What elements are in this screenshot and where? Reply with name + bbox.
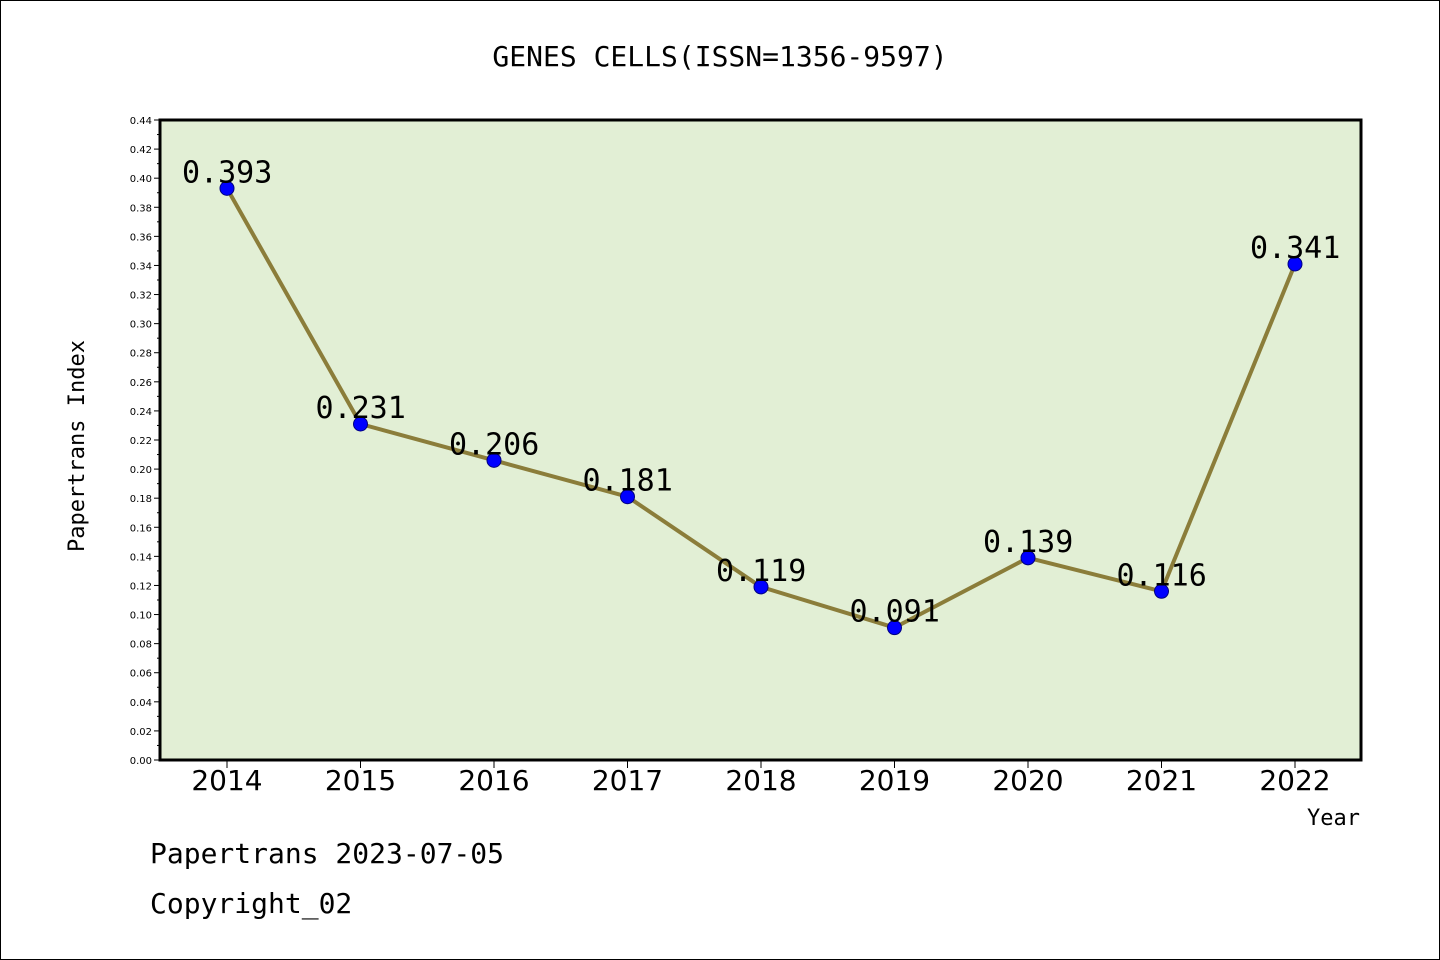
x-tick-label: 2022	[1259, 764, 1330, 797]
y-tick-label: 0.14	[130, 552, 152, 563]
data-point	[887, 620, 902, 636]
y-tick-label: 0.30	[130, 320, 152, 331]
y-tick-label: 0.26	[130, 378, 152, 389]
y-tick-label: 0.00	[130, 756, 152, 767]
x-tick-label: 2020	[992, 764, 1063, 797]
y-tick-label: 0.32	[130, 291, 152, 302]
y-tick-label: 0.12	[130, 581, 152, 592]
y-tick-label: 0.28	[130, 349, 152, 360]
data-label: 0.116	[1117, 558, 1207, 593]
footer-date: Papertrans 2023-07-05	[150, 837, 504, 870]
x-tick-label: 2015	[325, 764, 396, 797]
data-label: 0.181	[583, 464, 673, 499]
y-tick-label: 0.10	[130, 611, 152, 622]
plot-area	[158, 118, 1363, 762]
y-tick-label: 0.02	[130, 727, 152, 738]
data-label: 0.393	[182, 155, 272, 190]
x-tick-label: 2014	[191, 764, 262, 797]
chart-title: GENES CELLS(ISSN=1356-9597)	[492, 40, 947, 73]
x-tick-label: 2016	[458, 764, 529, 797]
y-axis: 0.00 0.02 0.04 0.06 0.08 0.10 0.12 0.14 0.16 0.18…	[130, 116, 160, 767]
data-label: 0.119	[716, 554, 806, 589]
data-point	[1020, 550, 1036, 566]
data-point	[1287, 256, 1303, 272]
y-tick-label: 0.18	[130, 494, 152, 505]
data-point	[486, 452, 502, 468]
data-point	[1154, 583, 1169, 599]
y-tick-label: 0.40	[130, 174, 152, 185]
x-tick-label: 2018	[725, 764, 796, 797]
y-tick-label: 0.20	[130, 465, 152, 476]
data-label: 0.231	[316, 391, 406, 426]
x-tick-label: 2019	[859, 764, 930, 797]
y-tick-label: 0.38	[130, 203, 152, 214]
data-labels: 0.393 0.231 0.206 0.181 0.119 0.091 0.139 0.116…	[182, 155, 1340, 629]
data-point	[219, 180, 235, 196]
y-tick-label: 0.44	[130, 116, 152, 127]
series-line-group	[219, 180, 1303, 636]
footer-copyright: Copyright_02	[150, 887, 352, 921]
y-axis-label: Papertrans Index	[65, 340, 90, 552]
y-tick-label: 0.06	[130, 669, 152, 680]
y-tick-label: 0.08	[130, 640, 152, 651]
data-point	[753, 579, 769, 595]
x-tick-label: 2021	[1126, 764, 1197, 797]
x-tick-label: 2017	[592, 764, 663, 797]
data-point	[353, 416, 368, 432]
data-point	[620, 489, 635, 505]
data-label: 0.341	[1250, 231, 1340, 266]
y-tick-label: 0.24	[130, 407, 152, 418]
data-label: 0.139	[983, 525, 1073, 560]
y-tick-label: 0.42	[130, 145, 152, 156]
y-tick-label: 0.16	[130, 523, 152, 534]
data-label: 0.206	[449, 427, 539, 462]
y-tick-label: 0.22	[130, 436, 152, 447]
y-tick-label: 0.04	[130, 698, 152, 709]
y-tick-label: 0.36	[130, 232, 152, 243]
x-axis-label: Year	[1307, 806, 1360, 831]
x-axis: 2014 2015 2016 2017 2018 2019 2020 2021 2022	[191, 760, 1331, 797]
data-label: 0.091	[850, 595, 940, 630]
y-tick-label: 0.34	[130, 261, 152, 272]
